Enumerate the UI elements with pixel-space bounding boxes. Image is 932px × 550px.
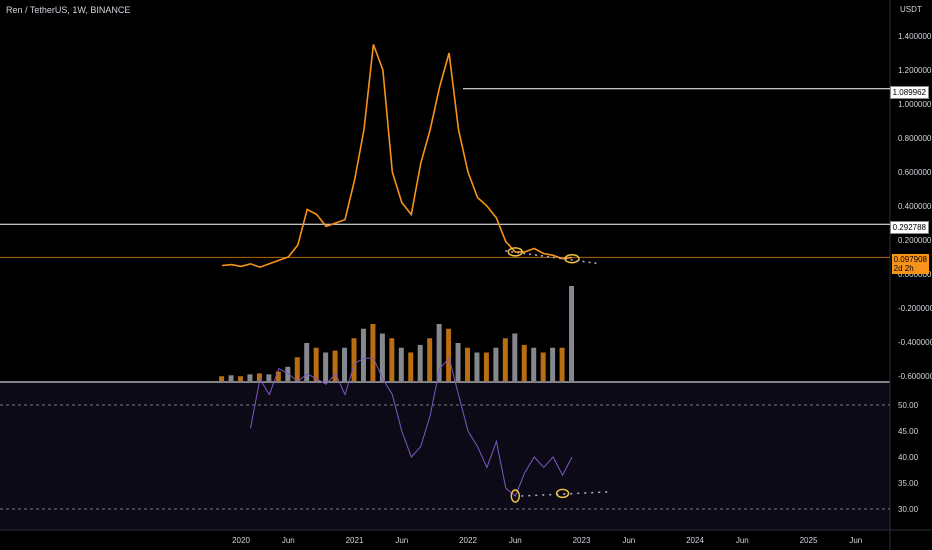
price-tick-label: -0.400000: [898, 338, 932, 347]
volume-bar: [389, 338, 395, 381]
price-tick-label: -0.600000: [898, 372, 932, 381]
price-tick-label: 0.200000: [898, 236, 932, 245]
time-tick-label: 2021: [346, 536, 364, 545]
time-tick-label: 2022: [459, 536, 477, 545]
time-tick-label: Jun: [849, 536, 862, 545]
volume-bar: [550, 347, 556, 381]
rsi-tick-label: 50.00: [898, 401, 919, 410]
volume-bar: [332, 350, 338, 381]
price-tick-label: 1.400000: [898, 32, 932, 41]
volume-bar: [502, 338, 508, 381]
volume-bar: [540, 352, 546, 381]
time-tick-label: Jun: [509, 536, 522, 545]
volume-bar: [342, 347, 348, 381]
time-tick-label: Jun: [395, 536, 408, 545]
rsi-divergence-marker: [510, 489, 521, 503]
time-tick-label: 2024: [686, 536, 704, 545]
time-tick-label: Jun: [282, 536, 295, 545]
volume-bar: [323, 352, 329, 381]
volume-bar: [219, 376, 225, 381]
last-price-tag: 0.097908 2d 2h: [891, 254, 929, 274]
volume-bar: [559, 347, 565, 381]
price-series-line: [222, 44, 573, 269]
volume-bar: [474, 352, 480, 381]
volume-bar: [398, 347, 404, 381]
rsi-series-line: [250, 357, 573, 497]
rsi-guides: [0, 404, 890, 510]
price-tick-label: 1.200000: [898, 66, 932, 75]
volume-bar: [266, 374, 272, 381]
divergence-markers: [505, 247, 611, 503]
rsi-tick-label: 35.00: [898, 479, 919, 488]
time-tick-label: Jun: [622, 536, 635, 545]
volume-bar: [294, 357, 300, 381]
bar-countdown: 2d 2h: [893, 264, 914, 273]
volume-bar: [569, 286, 575, 381]
volume-bar: [417, 344, 423, 381]
price-line: [222, 44, 573, 269]
volume-bar: [408, 352, 414, 381]
time-axis-ticks: 2020 Jun 2021 Jun 2022 Jun 2023 Jun 2024 Jun 2025 J…: [232, 536, 862, 545]
volume-bar: [379, 333, 385, 381]
level-tag-1: 1.089962: [889, 86, 929, 99]
time-tick-label: Jun: [736, 536, 749, 545]
price-tick-label: 0.000000: [898, 270, 932, 279]
volume-bar: [455, 343, 461, 381]
volume-bar: [228, 375, 234, 381]
volume-bar: [446, 328, 452, 381]
volume-bar: [313, 347, 319, 381]
time-tick-label: 2023: [573, 536, 591, 545]
volume-bar: [247, 374, 253, 381]
level-tag-2: 0.292788: [889, 221, 929, 234]
price-trend-dots: [505, 250, 601, 265]
rsi-trend-dots: [521, 491, 611, 497]
last-price-value: 0.097908: [893, 255, 927, 264]
rsi-tick-label: 40.00: [898, 453, 919, 462]
volume-bar: [465, 347, 470, 381]
volume-bar: [370, 324, 376, 381]
rsi-divergence-marker: [555, 488, 570, 499]
price-tick-label: 1.000000: [898, 100, 932, 109]
volume-bar: [521, 344, 527, 381]
volume-bar: [256, 373, 262, 381]
volume-bar: [427, 338, 433, 381]
time-tick-label: 2025: [800, 536, 818, 545]
price-tick-label: 0.400000: [898, 202, 932, 211]
volume-bar: [493, 347, 499, 381]
price-divergence-marker: [507, 247, 524, 257]
rsi-tick-label: 30.00: [898, 505, 919, 514]
rsi-pane-background: [0, 382, 890, 530]
price-tick-label: 0.600000: [898, 168, 932, 177]
rsi-tick-label: 45.00: [898, 427, 919, 436]
horizontal-levels: [0, 88, 890, 258]
price-tick-label: 0.800000: [898, 134, 932, 143]
time-tick-label: 2020: [232, 536, 250, 545]
rsi-axis-ticks: 50.00 45.00 40.00 35.00 30.00: [898, 401, 919, 514]
volume-bar: [512, 333, 518, 381]
price-axis-ticks: 1.400000 1.200000 1.000000 0.800000 0.600000…: [898, 32, 932, 381]
volume-bar: [360, 328, 366, 381]
volume-bar: [531, 347, 537, 381]
price-axis-unit: USDT: [900, 5, 922, 14]
volume-bar: [238, 376, 243, 381]
volume-bar: [304, 343, 310, 381]
price-tick-label: -0.200000: [898, 304, 932, 313]
volume-bars: [219, 286, 575, 381]
volume-bar: [351, 338, 357, 381]
volume-bar: [483, 352, 489, 381]
volume-bar: [436, 324, 442, 381]
chart-header: Ren / TetherUS, 1W, BINANCE: [6, 5, 131, 15]
rsi-line: [250, 357, 573, 497]
volume-bar: [275, 371, 281, 381]
